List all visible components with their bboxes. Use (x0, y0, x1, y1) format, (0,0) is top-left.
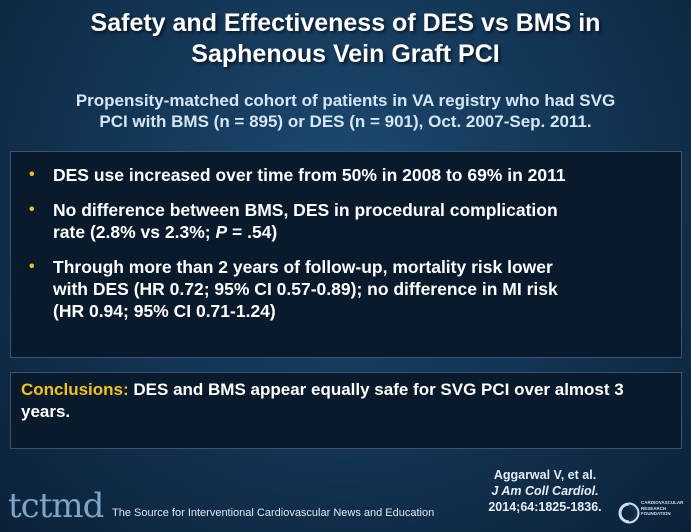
slide-subtitle-line: PCI with BMS (n = 895) or DES (n = 901),… (99, 112, 592, 131)
tctmd-logo: tctmd (8, 486, 104, 526)
bullet-icon: • (29, 201, 35, 218)
citation-ref: 2014;64:1825-1836. (488, 500, 602, 514)
finding-text-part: rate (2.8% vs 2.3%; (53, 222, 216, 242)
crf-text-line: RESEARCH (641, 505, 667, 511)
conclusion-body: DES and BMS appear equally safe for SVG … (21, 380, 624, 421)
conclusion-box: Conclusions: DES and BMS appear equally … (10, 372, 682, 449)
crf-text-line: FOUNDATION (641, 511, 671, 516)
crf-logo-icon (618, 502, 640, 524)
finding-text: (HR 0.94; 95% CI 0.71-1.24) (53, 301, 276, 321)
p-value-label: P (215, 222, 228, 242)
findings-list: • DES use increased over time from 50% i… (11, 152, 681, 322)
footer-tagline: The Source for Interventional Cardiovasc… (112, 507, 435, 519)
finding-item: • No difference between BMS, DES in proc… (11, 199, 667, 243)
slide-title-line: Safety and Effectiveness of DES vs BMS i… (90, 9, 601, 37)
citation-line: Aggarwal V, et al. J Am Coll Cardiol. (420, 467, 670, 499)
finding-text: DES use increased over time from 50% in … (53, 165, 566, 185)
slide-subtitle-line: Propensity-matched cohort of patients in… (75, 91, 616, 110)
conclusion-label: Conclusions: (21, 380, 129, 399)
slide-subtitle: Propensity-matched cohort of patients in… (10, 90, 681, 132)
bullet-icon: • (29, 166, 35, 183)
finding-text: with DES (HR 0.72; 95% CI 0.57-0.89); no… (53, 279, 558, 299)
finding-text: No difference between BMS, DES in proced… (53, 200, 558, 220)
bullet-icon: • (29, 258, 35, 275)
crf-logo-text: CARDIOVASCULAR RESEARCH FOUNDATION (641, 500, 683, 517)
finding-text: Through more than 2 years of follow-up, … (53, 257, 553, 277)
slide-title-line: Saphenous Vein Graft PCI (191, 40, 500, 68)
slide-title: Safety and Effectiveness of DES vs BMS i… (0, 8, 691, 70)
conclusion-text: Conclusions: DES and BMS appear equally … (11, 373, 681, 429)
citation-authors: Aggarwal V, et al. (493, 468, 597, 482)
citation-journal: J Am Coll Cardiol. (491, 484, 599, 498)
citation: Aggarwal V, et al. J Am Coll Cardiol. 20… (420, 467, 670, 515)
findings-box: • DES use increased over time from 50% i… (10, 151, 682, 358)
finding-text: rate (2.8% vs 2.3%; P = .54) (53, 221, 667, 243)
crf-text-line: CARDIOVASCULAR (641, 500, 684, 505)
finding-text-part: = .54) (227, 222, 278, 242)
finding-item: • DES use increased over time from 50% i… (11, 164, 667, 186)
finding-item: • Through more than 2 years of follow-up… (11, 256, 667, 322)
